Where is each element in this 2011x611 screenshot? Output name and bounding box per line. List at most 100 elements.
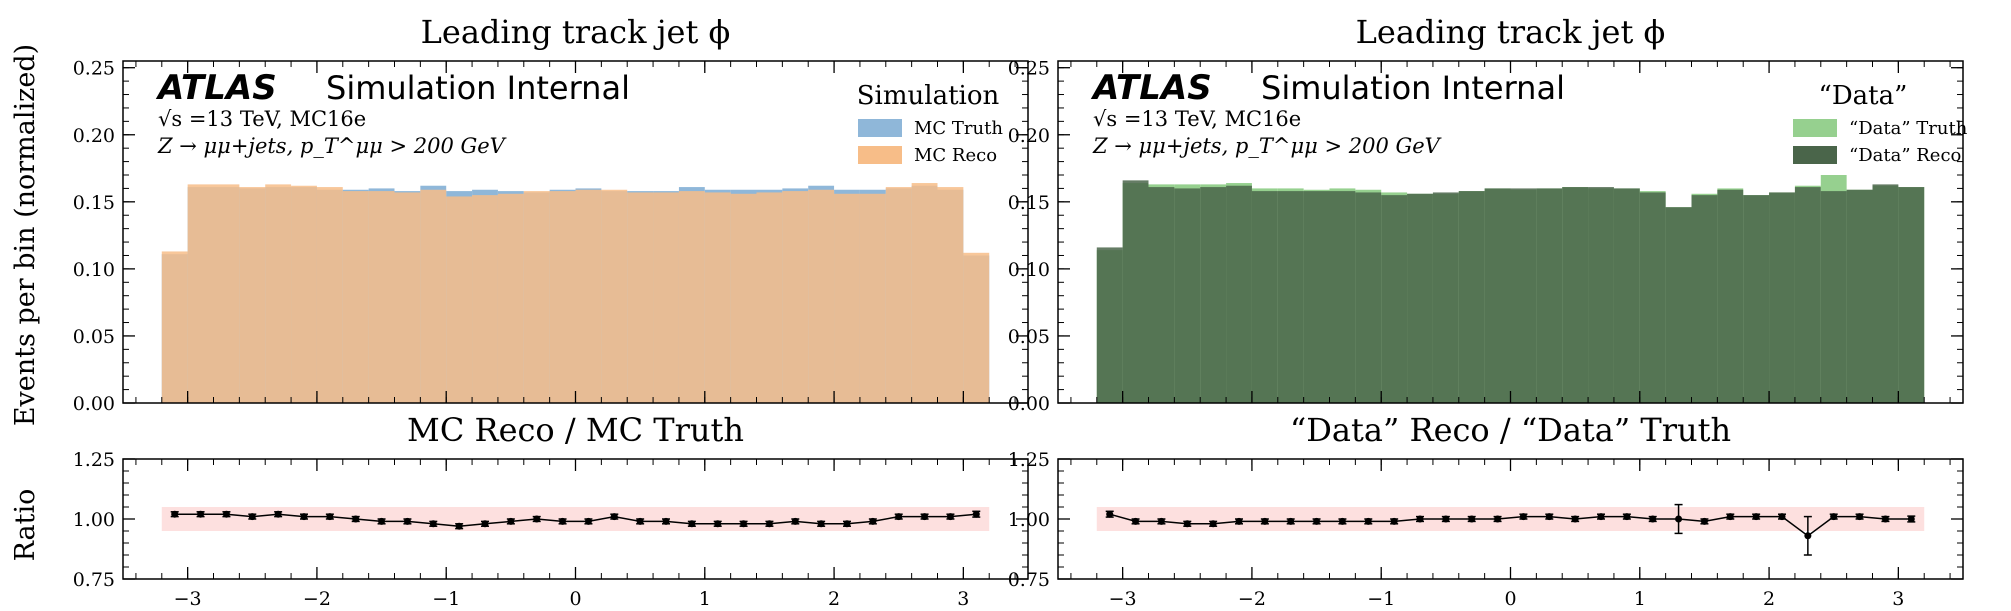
panel-title: Leading track jet ϕ [1356, 13, 1666, 51]
ratio-point [1132, 517, 1140, 525]
legend-swatch [1793, 119, 1837, 137]
y-tick-label: 0.15 [73, 192, 115, 214]
ratio-point [1545, 513, 1553, 521]
x-tick-label: 2 [828, 588, 840, 610]
ratio-point [688, 520, 696, 528]
selection-label: Z → μμ+jets, p_T^μμ > 200 GeV [1092, 134, 1442, 158]
bar-reco [1329, 191, 1356, 403]
bar-reco [1536, 188, 1563, 403]
panel-title: Leading track jet ϕ [421, 13, 731, 51]
bar-reco [1665, 207, 1692, 403]
bar-reco [653, 192, 679, 403]
y-tick-label: 0.15 [1008, 192, 1050, 214]
ratio-point [1726, 513, 1734, 521]
bar-reco [1769, 192, 1795, 403]
bar-reco [1820, 191, 1847, 403]
bar-reco [368, 191, 395, 403]
bar-reco [523, 191, 550, 403]
bar-reco [885, 187, 912, 403]
ratio-point [1313, 517, 1321, 525]
ratio-line [174, 513, 977, 527]
x-tick-label: 1 [699, 588, 711, 610]
bar-reco [1613, 188, 1640, 403]
atlas-logo: ATLAS [1090, 68, 1212, 108]
bar-reco [497, 193, 524, 403]
bar-reco [1510, 188, 1537, 403]
ratio-point [455, 522, 463, 530]
ratio-point [1235, 517, 1243, 525]
uncertainty-band [1096, 507, 1925, 531]
y-tick-label: 0.75 [1008, 569, 1050, 591]
ratio-point [1183, 520, 1191, 528]
ratio-point [274, 510, 282, 518]
ratio-point [222, 510, 230, 518]
ratio-point [1209, 520, 1217, 528]
ratio-point [171, 510, 179, 518]
ratio-point [1468, 515, 1476, 523]
ratio-ylabel: Ratio [10, 489, 41, 562]
ratio-point [1907, 515, 1915, 523]
ratio-point [300, 513, 308, 521]
bar-reco [1407, 193, 1433, 403]
ratio-point [817, 520, 825, 528]
y-tick-label: 0.25 [73, 58, 115, 80]
ratio-point [1364, 517, 1372, 525]
y-tick-label: 0.00 [1008, 393, 1050, 415]
bar-reco [1872, 184, 1899, 403]
x-tick-label: −1 [1367, 588, 1395, 610]
ratio-point [1338, 517, 1346, 525]
bar-reco [1174, 188, 1201, 403]
bar-reco [1096, 247, 1123, 403]
ratio-point [765, 520, 773, 528]
ratio-point [1416, 515, 1424, 523]
legend-title: “Data” [1819, 81, 1908, 111]
bar-reco [627, 192, 654, 403]
ratio-point [1597, 513, 1605, 521]
ratio-point [1106, 510, 1114, 518]
panel-title: MC Reco / MC Truth [407, 411, 744, 449]
bar-reco [1846, 189, 1873, 403]
bar-reco [1484, 188, 1511, 403]
bar-reco [808, 189, 835, 403]
ratio-point [1856, 513, 1864, 521]
ratio-point [1623, 513, 1631, 521]
bar-reco [472, 195, 498, 403]
panel-title: “Data” Reco / “Data” Truth [1290, 411, 1731, 449]
x-tick-label: −3 [1109, 588, 1137, 610]
bar-reco [1639, 192, 1666, 403]
bar-reco [704, 192, 731, 403]
bar-reco [730, 193, 757, 403]
y-tick-label: 1.00 [73, 509, 115, 531]
legend-label: MC Reco [914, 145, 997, 166]
bar-reco [1898, 187, 1925, 403]
bar-reco [1226, 185, 1252, 403]
y-tick-label: 0.00 [73, 393, 115, 415]
ratio-point [921, 513, 929, 521]
bar-reco [1277, 191, 1304, 403]
ratio-point [1649, 515, 1657, 523]
ratio-point [843, 520, 851, 528]
ratio-point [895, 513, 903, 521]
x-tick-label: 3 [957, 588, 969, 610]
bar-reco [1122, 180, 1149, 403]
x-tick-label: −2 [303, 588, 331, 610]
ratio-point [714, 520, 722, 528]
bar-reco [239, 187, 266, 403]
atlas-logo: ATLAS [155, 68, 277, 108]
bar-reco [601, 189, 628, 403]
bar-reco [549, 191, 576, 403]
ratio-point [197, 510, 205, 518]
ratio-point [326, 513, 334, 521]
y-tick-label: 0.10 [1008, 259, 1050, 281]
panel-left-main: Leading track jet ϕ ATLAS Simulation Inter… [73, 13, 1029, 415]
y-tick-label: 0.20 [73, 125, 115, 147]
y-tick-label: 0.05 [73, 326, 115, 348]
y-tick-label: 0.75 [73, 569, 115, 591]
selection-label: Z → μμ+jets, p_T^μμ > 200 GeV [157, 134, 507, 158]
ratio-point [248, 513, 256, 521]
ratio-point [584, 517, 592, 525]
bar-reco [1717, 189, 1744, 403]
panel-right-main: Leading track jet ϕ ATLAS Simulation Inter… [1008, 13, 1968, 415]
ratio-point [610, 513, 618, 521]
